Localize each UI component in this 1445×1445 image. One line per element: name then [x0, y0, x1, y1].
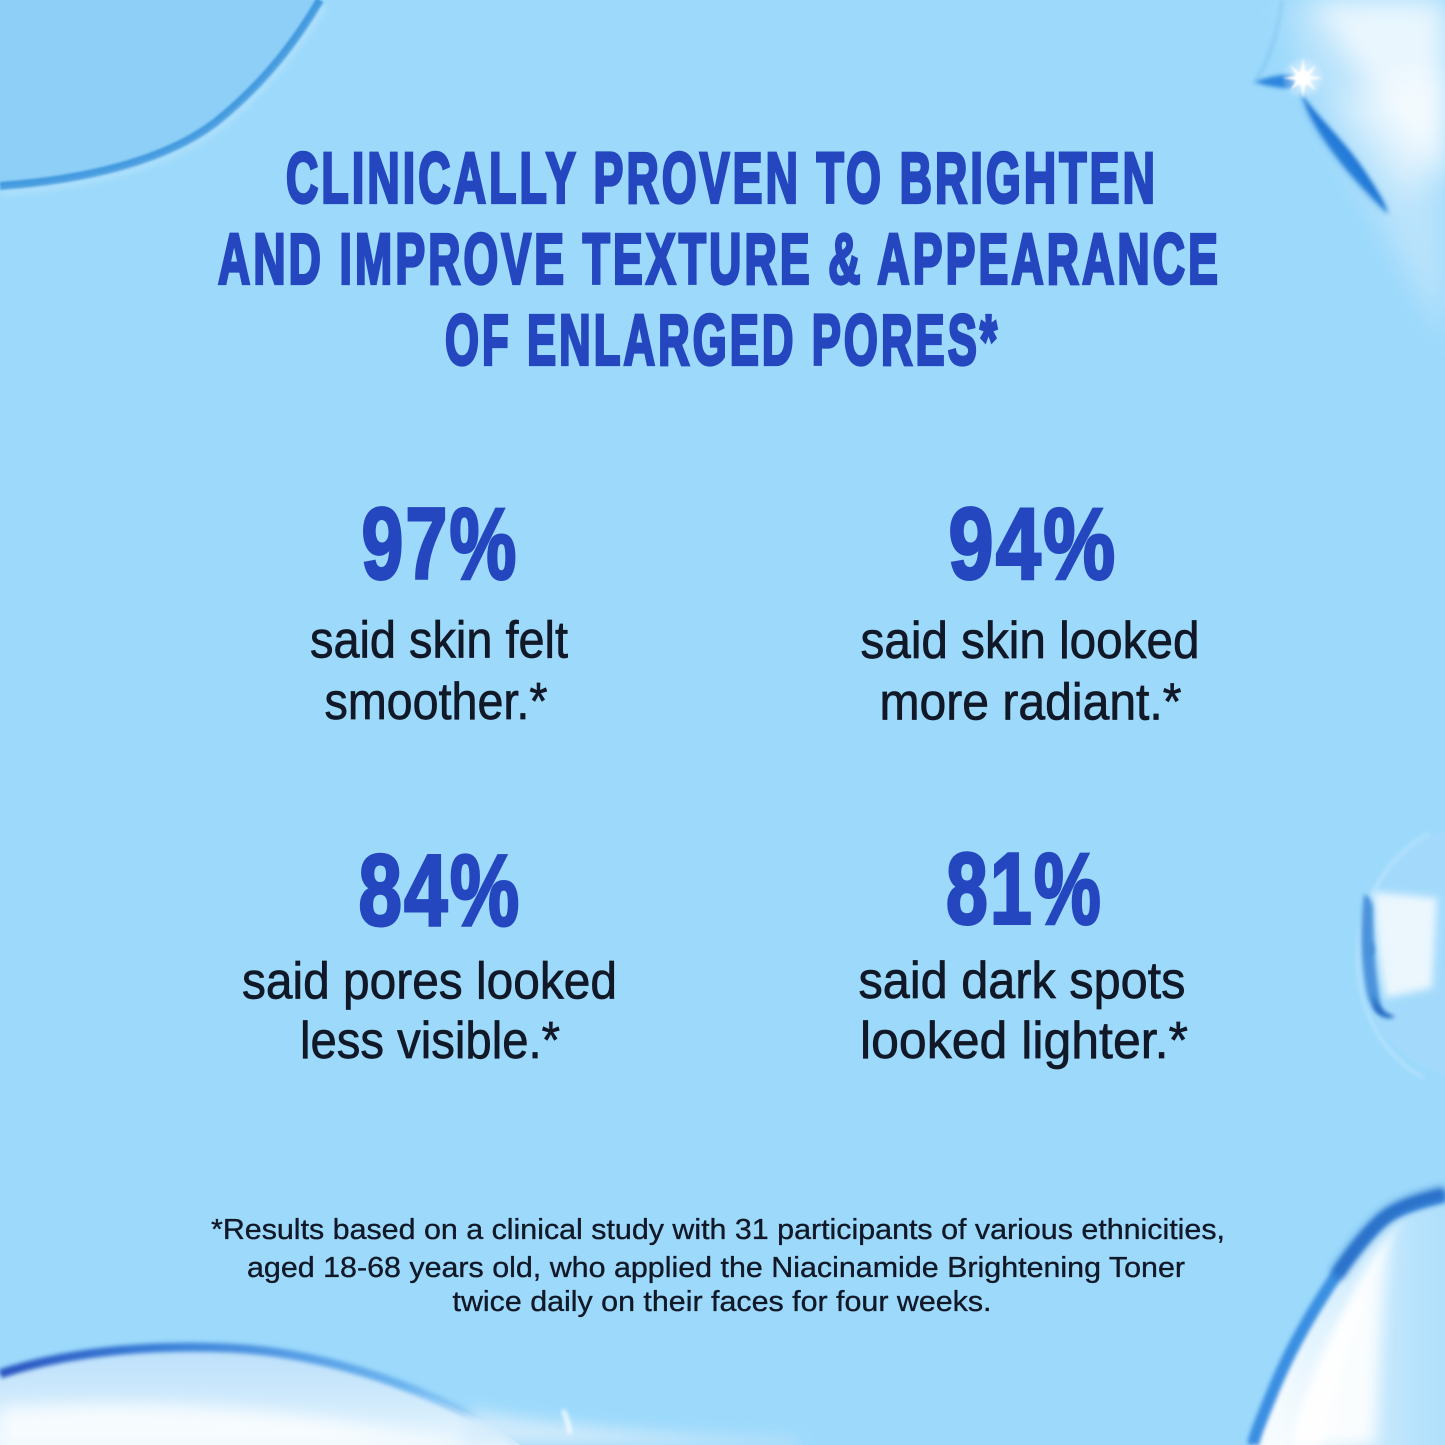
svg-text:84%: 84%: [359, 833, 522, 947]
svg-text:AND IMPROVE TEXTURE & APPEARAN: AND IMPROVE TEXTURE & APPEARANCE: [218, 220, 1221, 300]
svg-text:said skin looked: said skin looked: [861, 612, 1200, 670]
svg-text:smoother.*: smoother.*: [325, 673, 548, 731]
svg-text:*Results based on a clinical s: *Results based on a clinical study with …: [211, 1214, 1225, 1246]
svg-text:94%: 94%: [949, 487, 1118, 601]
svg-text:said dark spots: said dark spots: [859, 952, 1186, 1010]
svg-text:81%: 81%: [946, 832, 1103, 946]
svg-text:twice daily on their faces for: twice daily on their faces for four week…: [453, 1286, 992, 1318]
svg-text:aged 18-68 years old, who appl: aged 18-68 years old, who applied the Ni…: [247, 1252, 1185, 1284]
svg-text:97%: 97%: [362, 487, 519, 601]
svg-text:said skin felt: said skin felt: [310, 612, 568, 670]
svg-text:less visible.*: less visible.*: [300, 1012, 560, 1070]
svg-text:said pores looked: said pores looked: [242, 953, 617, 1011]
svg-text:CLINICALLY PROVEN TO BRIGHTEN: CLINICALLY PROVEN TO BRIGHTEN: [286, 139, 1158, 219]
svg-text:OF ENLARGED PORES*: OF ENLARGED PORES*: [445, 301, 1000, 381]
svg-text:more radiant.*: more radiant.*: [880, 674, 1182, 732]
svg-text:looked lighter.*: looked lighter.*: [860, 1012, 1188, 1070]
